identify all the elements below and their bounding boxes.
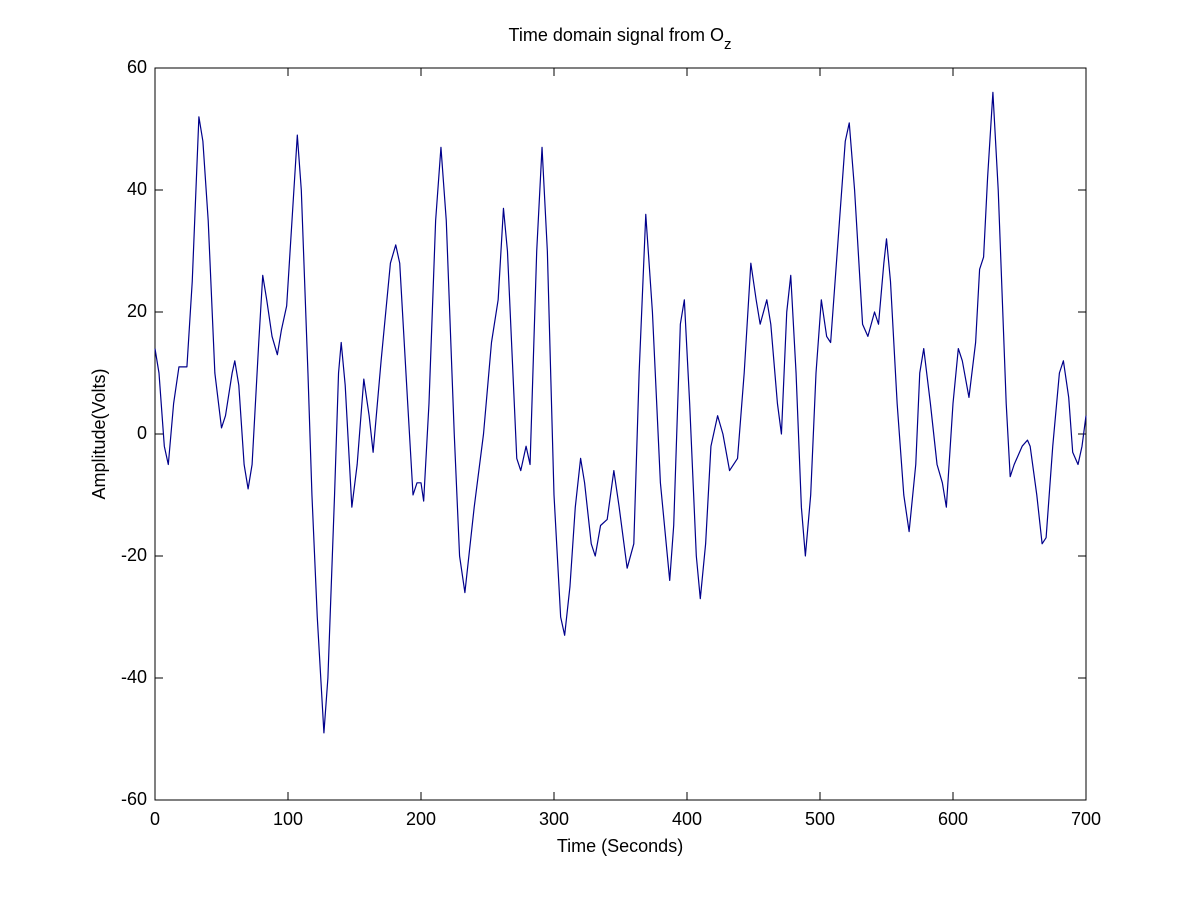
x-tick-label: 400 [672,809,702,829]
y-tick-label: 0 [137,423,147,443]
x-axis-label: Time (Seconds) [557,836,683,856]
chart-title: Time domain signal from Oz [509,25,732,53]
x-tick-label: 700 [1071,809,1101,829]
y-tick-label: -60 [121,789,147,809]
x-tick-label: 100 [273,809,303,829]
x-tick-label: 0 [150,809,160,829]
title-subscript: z [724,36,732,53]
y-axis-label: Amplitude(Volts) [89,368,109,499]
y-tick-label: 60 [127,57,147,77]
y-tick-label: 20 [127,301,147,321]
title-main: Time domain signal from O [509,25,724,45]
x-tick-label: 200 [406,809,436,829]
x-tick-label: 600 [938,809,968,829]
y-tick-label: 40 [127,179,147,199]
x-tick-label: 300 [539,809,569,829]
y-tick-label: -20 [121,545,147,565]
data-line [154,91,1087,734]
x-tick-label: 500 [805,809,835,829]
y-tick-label: -40 [121,667,147,687]
